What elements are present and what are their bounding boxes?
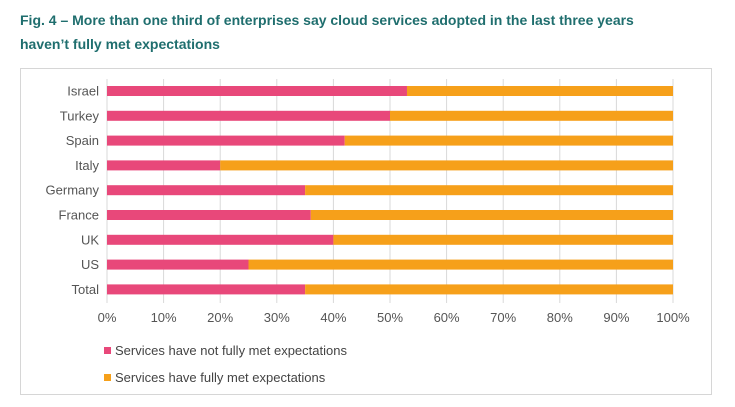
bar-segment-not-met xyxy=(107,135,345,146)
legend-swatch-not-met xyxy=(104,347,111,354)
category-label: Germany xyxy=(46,183,100,198)
bar-segment-met xyxy=(406,86,673,96)
legend-label-not-met: Services have not fully met expectations xyxy=(115,343,347,358)
category-label: Total xyxy=(72,282,100,297)
legend-swatch-met xyxy=(104,374,111,381)
category-label: UK xyxy=(81,232,99,247)
bar-segment-not-met xyxy=(107,160,221,171)
category-label: Spain xyxy=(66,133,99,148)
bars-layer xyxy=(107,86,673,295)
x-tick-labels-layer: 0% 10% 20% 30% 40% 50% 60% 70% 80% 90% 100% xyxy=(98,310,690,325)
category-labels-layer: Israel Turkey Spain Italy Germany France UK US T… xyxy=(46,84,100,297)
bar-segment-not-met xyxy=(107,259,249,270)
figure-title-line-2: haven’t fully met expectations xyxy=(20,36,220,52)
x-tick-label: 40% xyxy=(320,310,346,325)
figure-title: Fig. 4 – More than one third of enterpri… xyxy=(20,8,710,56)
x-tick-label: 100% xyxy=(656,310,690,325)
bar-segment-not-met xyxy=(107,234,334,245)
x-tick-label: 20% xyxy=(207,310,233,325)
x-tick-label: 90% xyxy=(603,310,629,325)
category-label: US xyxy=(81,257,99,272)
category-label: Israel xyxy=(67,84,99,99)
bar-segment-not-met xyxy=(107,86,407,96)
bar-segment-not-met xyxy=(107,210,311,220)
category-label: France xyxy=(59,208,99,223)
bar-segment-met xyxy=(333,234,673,245)
bar-segment-met xyxy=(220,160,673,171)
bar-segment-met xyxy=(248,259,673,270)
x-tick-label: 10% xyxy=(151,310,177,325)
legend-item-not-met: Services have not fully met expectations xyxy=(104,343,347,358)
x-tick-label: 80% xyxy=(547,310,573,325)
x-tick-label: 70% xyxy=(490,310,516,325)
category-label: Italy xyxy=(75,158,99,173)
chart-frame xyxy=(20,68,712,395)
bar-segment-met xyxy=(344,135,673,146)
bar-segment-met xyxy=(305,185,673,196)
legend-item-met: Services have fully met expectations xyxy=(104,370,325,385)
bar-segment-met xyxy=(310,210,673,220)
bar-segment-met xyxy=(390,110,673,121)
x-tick-label: 30% xyxy=(264,310,290,325)
bar-segment-not-met xyxy=(107,284,306,295)
bar-segment-not-met xyxy=(107,185,306,196)
bar-segment-met xyxy=(305,284,673,295)
x-tick-label: 50% xyxy=(377,310,403,325)
category-label: Turkey xyxy=(60,108,100,123)
figure-title-line-1: Fig. 4 – More than one third of enterpri… xyxy=(20,12,634,28)
legend-label-met: Services have fully met expectations xyxy=(115,370,326,385)
x-tick-label: 60% xyxy=(434,310,460,325)
bar-segment-not-met xyxy=(107,110,390,121)
x-tick-label: 0% xyxy=(98,310,117,325)
